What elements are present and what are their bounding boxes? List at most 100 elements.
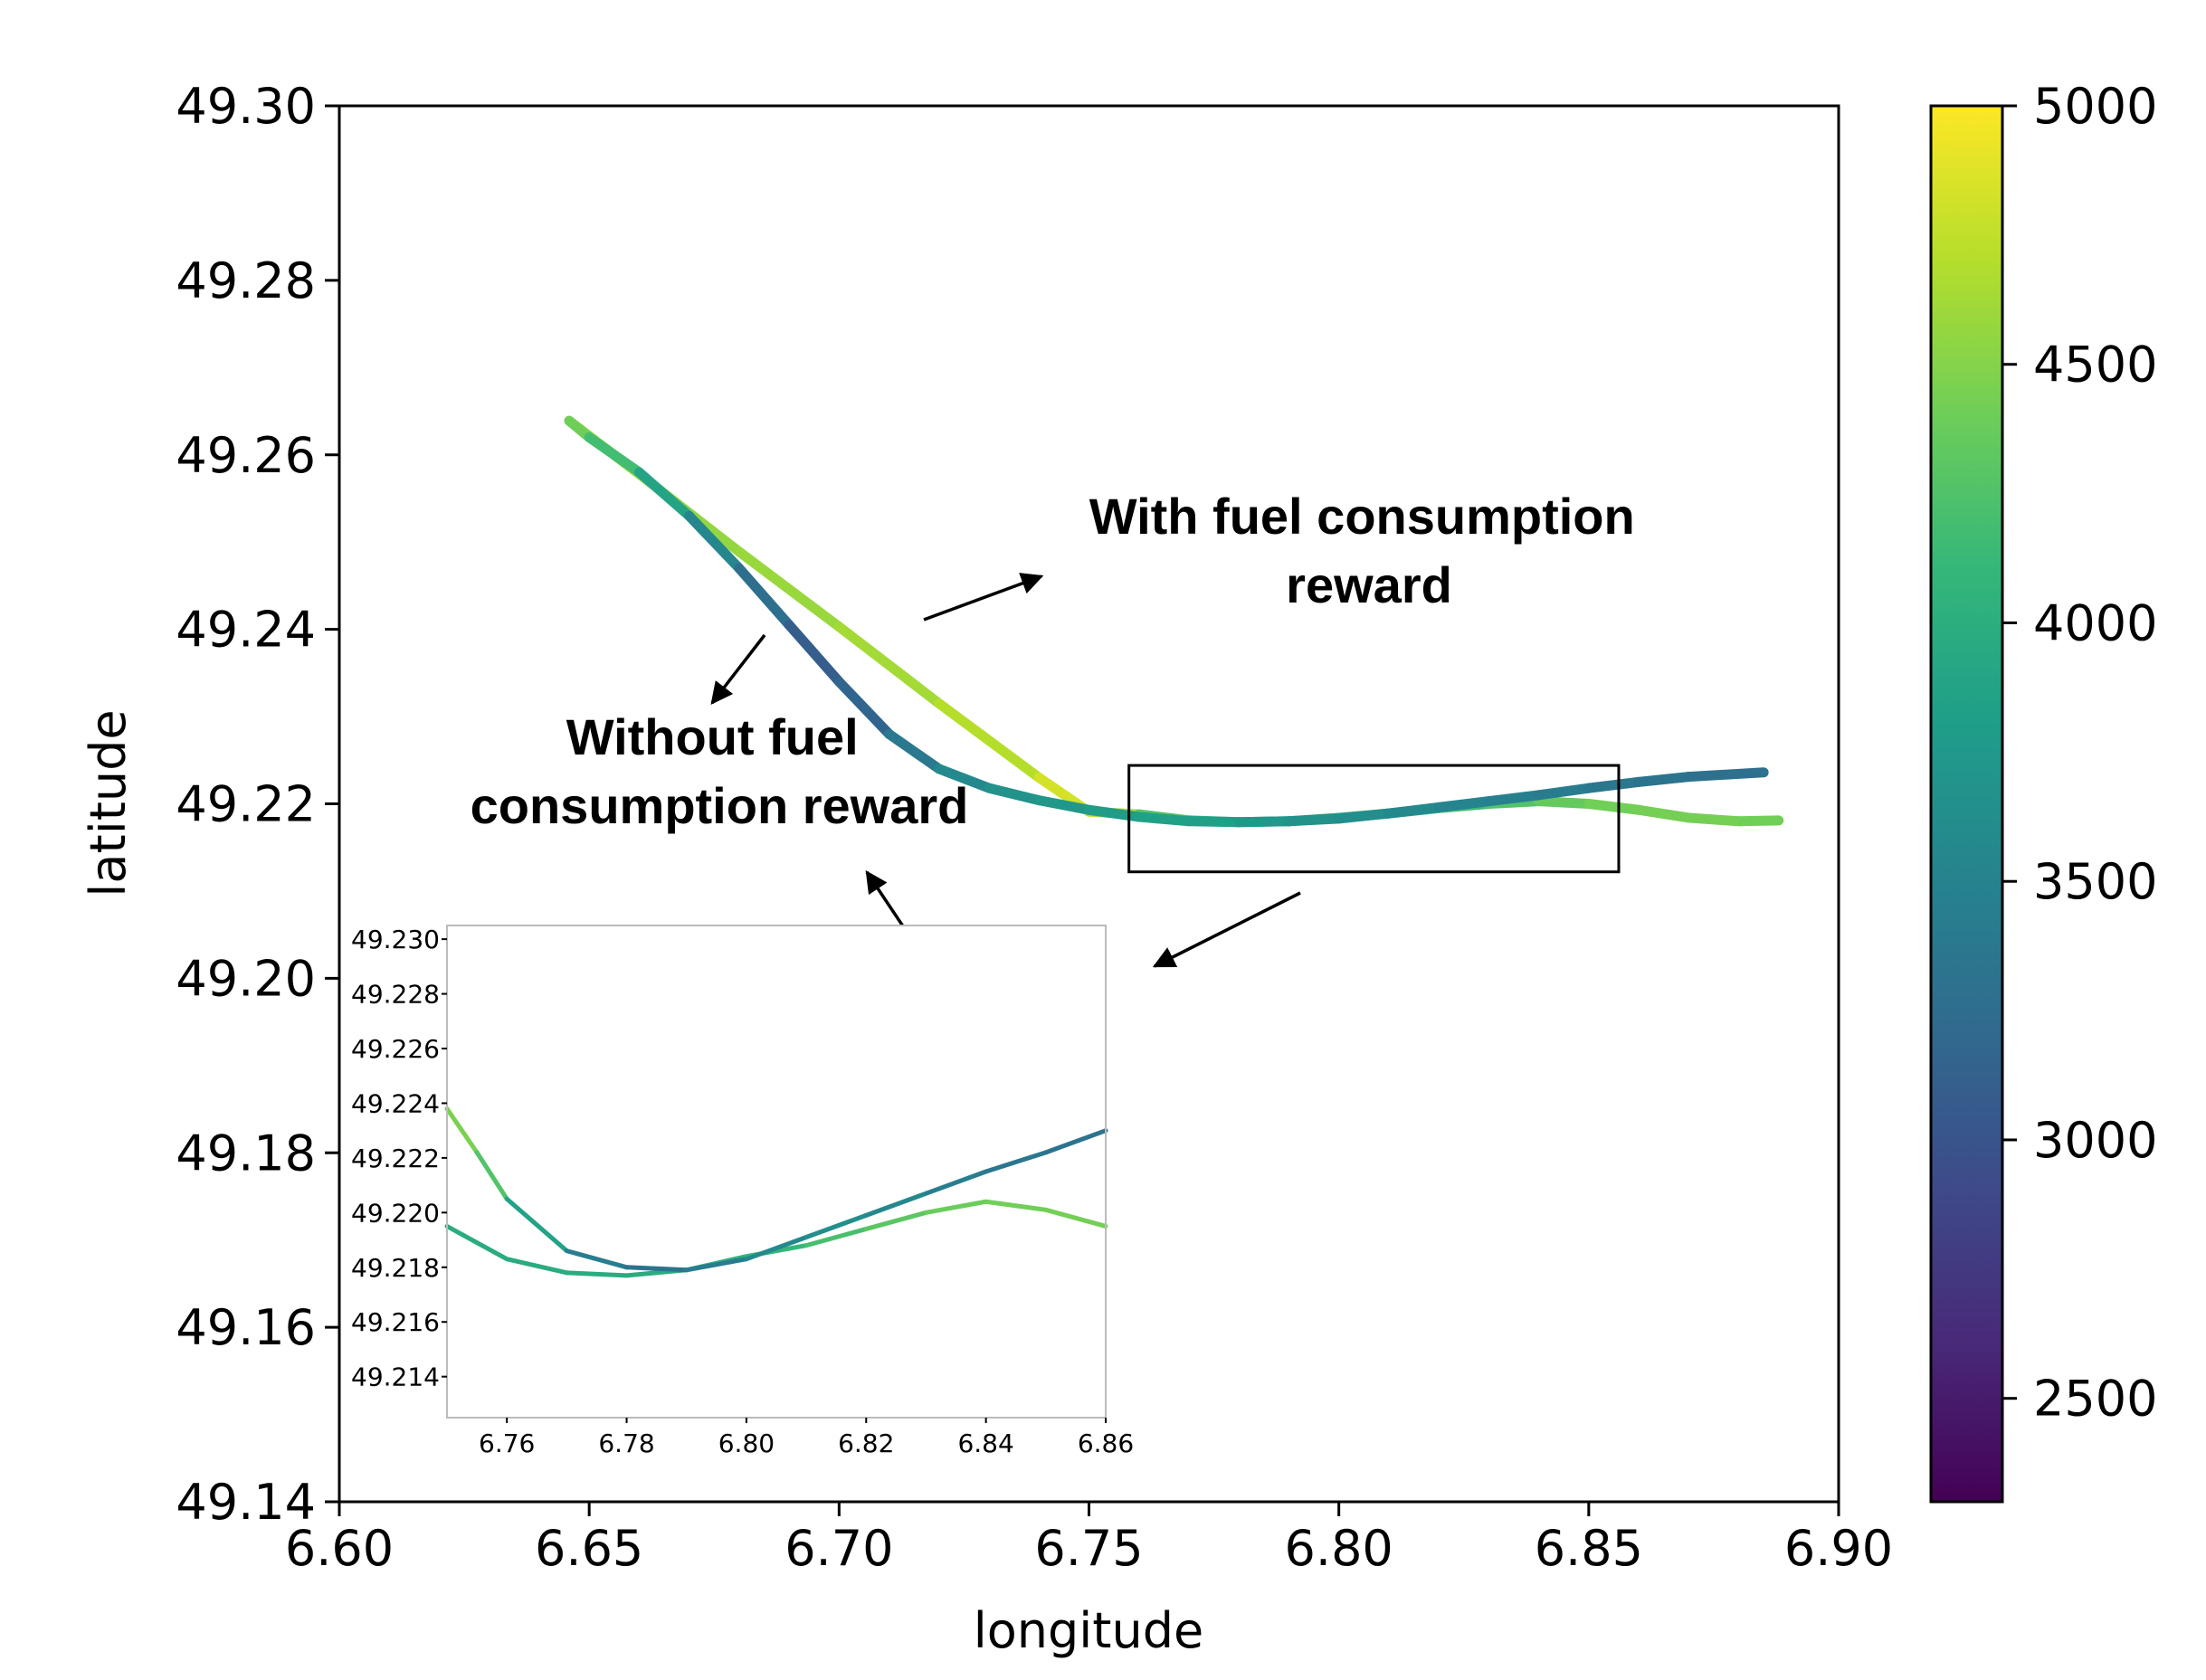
x-axis-label: longitude: [974, 1602, 1203, 1659]
series-segment: [504, 1196, 569, 1254]
x-tick-label: 6.78: [598, 1428, 654, 1458]
series-segment: [1534, 783, 1594, 801]
inset-axes-frame: [446, 925, 1107, 1419]
y-tick-label: 49.22: [176, 776, 316, 833]
x-tick-label: 6.80: [718, 1428, 775, 1458]
series-segment: [1334, 808, 1394, 824]
series-segment: [1134, 812, 1194, 827]
series-segment: [984, 1150, 1049, 1174]
x-tick-label: 6.82: [838, 1428, 894, 1458]
series-segment: [803, 1226, 869, 1248]
x-tick-label: 6.65: [535, 1520, 643, 1577]
colorbar-gradient: [1929, 104, 2004, 1504]
series-segment: [1283, 813, 1345, 827]
series-segment: [564, 1248, 630, 1270]
zoom-box: [1127, 764, 1621, 874]
series-segment: [934, 764, 994, 793]
colorbar-tick-label: 4500: [2033, 337, 2157, 394]
main-series-group: [564, 415, 1784, 828]
inset-y-ticks: 49.214 49.216 49.218 49.220 49.222 49.224 49.2…: [351, 925, 447, 1392]
colorbar-tick-label: 4000: [2033, 594, 2157, 651]
series-segment: [444, 1106, 480, 1155]
series-segment: [1043, 1128, 1108, 1155]
series-segment: [1633, 772, 1694, 787]
colorbar: 2500 3000 3500 4000 4500 5000: [1929, 78, 2157, 1504]
svg-text:Without fuel consumption: Without fuel consumption reward: [471, 708, 969, 834]
series-segment: [833, 622, 945, 709]
series-segment: [1583, 776, 1644, 793]
arrow-without-fuel: [710, 633, 766, 705]
colorbar-ticks: 2500 3000 3500 4000 4500 5000: [2002, 78, 2157, 1428]
series-segment: [1184, 816, 1244, 828]
main-y-ticks: 49.14 49.16 49.18 49.20 49.22 49.24 49.26 49.28…: [176, 78, 339, 1531]
series-segment: [884, 728, 945, 774]
series-segment: [444, 1223, 509, 1262]
series-segment: [1633, 804, 1694, 823]
colorbar-tick-label: 3500: [2033, 853, 2157, 910]
y-tick-label: 49.220: [351, 1198, 440, 1228]
series-segment: [1084, 804, 1145, 822]
y-tick-label: 49.230: [351, 925, 440, 954]
y-tick-label: 49.30: [176, 78, 316, 135]
x-tick-label: 6.90: [1784, 1520, 1893, 1577]
colorbar-tick-label: 5000: [2033, 78, 2157, 135]
y-tick-label: 49.24: [176, 602, 316, 659]
series-segment: [1233, 816, 1294, 828]
series-without-fuel: [564, 415, 1769, 828]
annotation-without-line-2: consumption reward: [471, 777, 969, 834]
series-segment: [863, 1191, 928, 1218]
series-segment: [863, 1210, 928, 1231]
x-tick-label: 6.75: [1034, 1520, 1143, 1577]
y-tick-label: 49.26: [176, 427, 316, 484]
x-tick-label: 6.76: [479, 1428, 535, 1458]
series-segment: [1483, 790, 1545, 807]
colorbar-tick-label: 2500: [2033, 1371, 2157, 1428]
y-tick-label: 49.14: [176, 1474, 316, 1531]
series-segment: [684, 510, 745, 574]
series-segment: [784, 620, 844, 687]
y-tick-label: 49.228: [351, 980, 440, 1010]
series-segment: [504, 1257, 569, 1276]
series-segment: [624, 1265, 689, 1273]
series-segment: [1384, 802, 1444, 819]
series-segment: [1583, 799, 1644, 815]
y-tick-label: 49.216: [351, 1307, 440, 1337]
series-segment: [1043, 1207, 1108, 1229]
svg-text:With fuel consumption re: With fuel consumption reward: [1089, 488, 1650, 613]
annotation-with-line-2: reward: [1286, 556, 1452, 613]
inset-x-ticks: 6.76 6.78 6.80 6.82 6.84 6.86: [479, 1418, 1134, 1458]
y-tick-label: 49.18: [176, 1125, 316, 1182]
series-segment: [1683, 767, 1769, 783]
series-segment: [934, 698, 1044, 783]
series-segment: [803, 1212, 869, 1240]
inset-plot: 6.76 6.78 6.80 6.82 6.84 6.86 49.21449.21649.…: [351, 925, 1134, 1458]
annotation-without-line-1: Without fuel: [566, 708, 859, 765]
series-segment: [734, 563, 794, 631]
series-segment: [923, 1169, 989, 1196]
series-segment: [474, 1150, 509, 1201]
y-tick-label: 49.16: [176, 1299, 316, 1356]
arrow-zoom-to-inset: [1152, 891, 1301, 968]
x-tick-label: 6.80: [1285, 1520, 1393, 1577]
series-segment: [684, 1257, 749, 1273]
series-without-fuel: [444, 1106, 1108, 1273]
series-segment: [1683, 812, 1745, 827]
series-segment: [734, 546, 844, 632]
series-segment: [1433, 796, 1494, 812]
series-segment: [833, 676, 895, 739]
x-tick-label: 6.85: [1535, 1520, 1643, 1577]
y-tick-label: 49.224: [351, 1088, 440, 1118]
series-segment: [923, 1199, 989, 1215]
x-tick-label: 6.86: [1078, 1428, 1134, 1458]
series-segment: [1033, 795, 1094, 815]
x-tick-label: 6.70: [784, 1520, 893, 1577]
annotation-without-fuel: Without fuel consumption reward: [471, 633, 1041, 1132]
y-axis-label: latitude: [80, 709, 137, 897]
series-segment: [1534, 796, 1594, 809]
main-x-ticks: 6.60 6.65 6.70 6.75 6.80 6.85 6.90: [285, 1502, 1893, 1577]
series-segment: [584, 432, 644, 478]
series-segment: [564, 1270, 630, 1278]
y-tick-label: 49.222: [351, 1144, 440, 1173]
annotation-with-line-1: With fuel consumption: [1089, 488, 1635, 545]
